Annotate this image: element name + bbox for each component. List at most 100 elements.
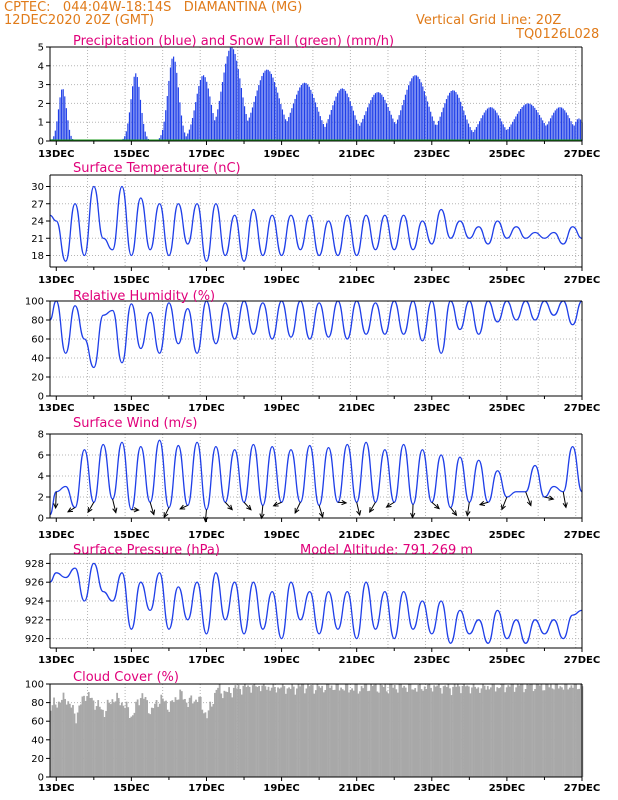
rh-ytick-label: 40 bbox=[31, 354, 44, 365]
cloud-bar bbox=[195, 699, 197, 777]
cloud-date-label: 25DEC bbox=[489, 783, 525, 794]
wind-arrow-shaft bbox=[163, 507, 170, 518]
precip-bar bbox=[341, 88, 343, 141]
precip-bar bbox=[538, 114, 541, 141]
cloud-bar bbox=[199, 696, 202, 777]
wind-arrow-head bbox=[318, 511, 324, 519]
cloud-bar bbox=[202, 713, 205, 777]
cloud-bar bbox=[508, 686, 511, 777]
cloud-bar bbox=[111, 699, 114, 777]
cloud-bar bbox=[303, 693, 306, 777]
precip-bar bbox=[575, 121, 577, 141]
cloud-bar bbox=[456, 684, 459, 777]
cloud-bar bbox=[54, 704, 57, 777]
rh-date-label: 15DEC bbox=[113, 403, 149, 414]
precip-bar bbox=[190, 124, 192, 141]
precip-bar bbox=[445, 99, 448, 141]
cloud-bar bbox=[81, 696, 84, 777]
wind-arrow-shaft bbox=[562, 491, 567, 508]
precip-bar bbox=[412, 76, 414, 141]
cloud-bar bbox=[343, 690, 346, 777]
precip-bar bbox=[335, 96, 337, 141]
wind-arrow-shaft bbox=[179, 504, 188, 510]
pres-date-label: 23DEC bbox=[414, 655, 450, 666]
cloud-bar bbox=[98, 706, 101, 777]
cloud-bar bbox=[486, 686, 489, 777]
precip-bar bbox=[207, 88, 209, 141]
precip-bar bbox=[357, 123, 359, 141]
cloud-bar bbox=[236, 688, 238, 777]
cloud-bar bbox=[221, 698, 224, 777]
cloud-bar bbox=[469, 693, 472, 777]
pres-panel: 920 922 924 926 928 13DEC 15DEC 17DEC 19DEC 21DEC… bbox=[25, 543, 600, 666]
precip-bar bbox=[57, 109, 60, 141]
cloud-bar bbox=[371, 686, 374, 777]
wind-arrow-shaft bbox=[204, 509, 207, 522]
wind-date-label: 19DEC bbox=[263, 530, 299, 541]
cloud-bar bbox=[491, 684, 494, 777]
cloud-bar bbox=[352, 690, 355, 777]
cloud-bar bbox=[390, 684, 393, 777]
wind-arrow-shaft bbox=[501, 496, 508, 510]
cloud-bar bbox=[502, 684, 505, 777]
cloud-date-label: 13DEC bbox=[38, 783, 74, 794]
temp-ytick-label: 30 bbox=[31, 182, 44, 193]
cloud-bar bbox=[570, 685, 573, 777]
cloud-bar bbox=[185, 702, 188, 777]
cloud-bar bbox=[266, 689, 268, 777]
pres-date-label: 27DEC bbox=[564, 655, 600, 666]
cloud-bar bbox=[302, 684, 305, 777]
precip-bar bbox=[124, 136, 126, 141]
precip-bar bbox=[540, 117, 542, 141]
rh-date-label: 13DEC bbox=[38, 403, 74, 414]
temp-line bbox=[49, 185, 583, 262]
precip-bar bbox=[59, 97, 61, 141]
rh-panel: 0 20 40 60 80 100 13DEC 15DEC 17DEC 19DEC 21DEC 23D… bbox=[25, 289, 600, 414]
precip-bar bbox=[578, 118, 580, 141]
wind-arrow-shaft bbox=[55, 491, 57, 508]
precip-bar bbox=[485, 110, 487, 141]
precip-bar bbox=[378, 92, 380, 141]
cloud-bar bbox=[475, 688, 478, 777]
cloud-bar bbox=[549, 684, 552, 777]
cloud-bar bbox=[152, 708, 155, 777]
precip-bar bbox=[437, 120, 440, 141]
cloud-bar bbox=[414, 688, 417, 777]
precip-bar bbox=[217, 109, 219, 141]
pres-ytick-label: 922 bbox=[25, 615, 44, 626]
precip-bar bbox=[338, 90, 340, 141]
wind-arrow-head bbox=[112, 507, 118, 514]
precip-bar bbox=[425, 96, 427, 141]
cloud-bar bbox=[348, 692, 350, 777]
cloud-bar bbox=[198, 696, 201, 777]
wind-arrow-head bbox=[53, 503, 59, 510]
precip-bar bbox=[502, 124, 504, 141]
precip-bar bbox=[434, 124, 437, 141]
wind-arrow-head bbox=[341, 499, 348, 506]
wind-panel: 0 2 4 6 8 13DEC 15DEC 17DEC 19DEC 21DEC 23DEC 25DEC… bbox=[38, 416, 601, 541]
cloud-bar bbox=[564, 684, 566, 777]
precip-bar bbox=[565, 112, 567, 141]
precip-bar bbox=[406, 89, 408, 141]
precip-bar bbox=[228, 50, 230, 141]
wind-arrow-head bbox=[150, 509, 156, 516]
rh-title: Relative Humidity (%) bbox=[73, 289, 215, 304]
precip-bar bbox=[56, 121, 58, 141]
cloud-bar bbox=[385, 691, 388, 777]
precip-bar bbox=[330, 109, 332, 141]
precip-bar bbox=[471, 130, 473, 141]
wind-line bbox=[49, 439, 583, 516]
cloud-bar bbox=[553, 689, 555, 777]
precip-bar bbox=[415, 75, 418, 141]
precip-bar bbox=[188, 129, 190, 141]
cloud-bar bbox=[288, 687, 290, 777]
precip-bar bbox=[527, 103, 530, 141]
precip-bar bbox=[70, 135, 72, 141]
precip-bar bbox=[135, 73, 137, 141]
cloud-bar bbox=[174, 697, 177, 777]
cloud-bar bbox=[573, 684, 576, 777]
precip-bar bbox=[561, 107, 563, 141]
cloud-bar bbox=[559, 686, 562, 777]
cloud-bar bbox=[318, 686, 320, 777]
precip-bar bbox=[68, 129, 71, 141]
